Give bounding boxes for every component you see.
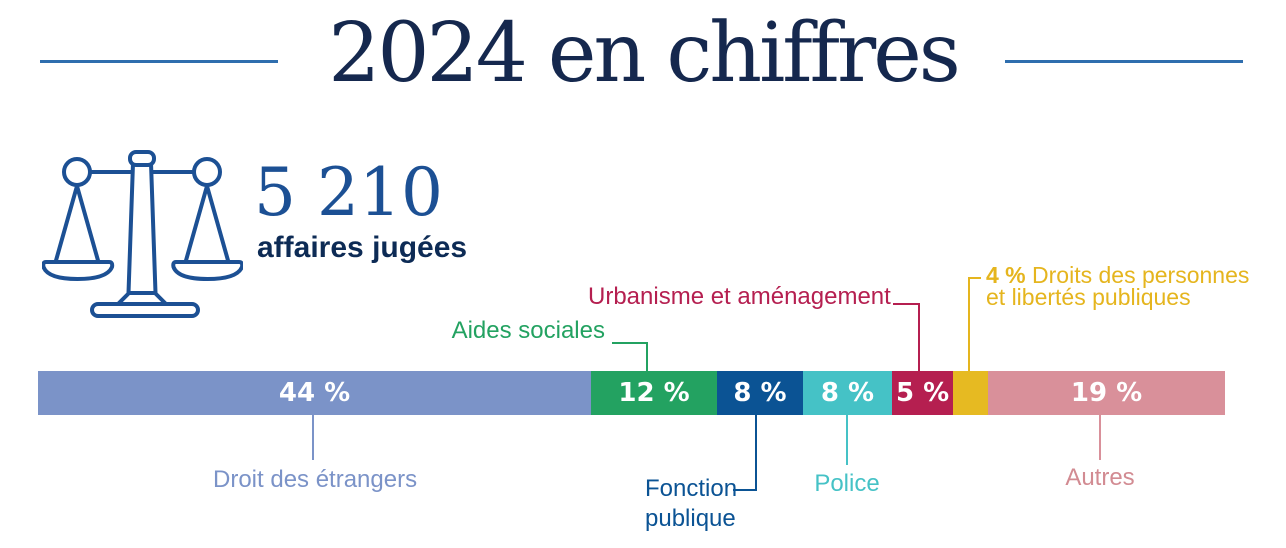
leader-line-fonction-publique xyxy=(755,415,757,491)
leader-line-droits-personnes xyxy=(968,277,970,371)
bar-segment-droit-des-etrangers: 44 % xyxy=(38,371,592,415)
stacked-bar: 44 % 12 % 8 % 8 % 5 % 19 % xyxy=(38,371,1225,415)
bar-segment-aides-sociales: 12 % xyxy=(591,371,717,415)
leader-line-droit-des-etrangers xyxy=(312,415,314,460)
label-droits-personnes-line2: et libertés publiques xyxy=(986,284,1191,310)
bar-segment-fonction-publique: 8 % xyxy=(716,371,803,415)
label-aides-sociales: Aides sociales xyxy=(451,317,605,344)
decorative-rule-right xyxy=(1005,60,1243,63)
bar-segment-droits-personnes xyxy=(953,371,989,415)
bar-segment-value: 8 % xyxy=(820,378,875,408)
label-droits-personnes-value: 4 % xyxy=(986,262,1026,288)
decorative-rule-left xyxy=(40,60,278,63)
stat-label: affaires jugées xyxy=(257,231,468,264)
label-fonction-publique-line1: Fonction xyxy=(645,475,738,502)
label-urbanisme: Urbanisme et aménagement xyxy=(588,283,891,310)
bar-segment-urbanisme: 5 % xyxy=(892,371,954,415)
bar-segment-value: 19 % xyxy=(1070,378,1143,408)
label-droits-personnes: 4 % Droits des personnes et libertés pub… xyxy=(986,262,1250,310)
bar-segment-value: 5 % xyxy=(895,378,950,408)
label-droits-personnes-line1: Droits des personnes xyxy=(1032,262,1250,288)
label-autres: Autres xyxy=(1065,464,1135,491)
label-police: Police xyxy=(814,470,880,497)
label-fonction-publique: Fonction publique xyxy=(645,474,737,534)
leader-line-aides-sociales xyxy=(612,342,648,344)
bar-segment-value: 12 % xyxy=(618,378,690,408)
bar-segment-police: 8 % xyxy=(803,371,893,415)
stat-value: 5 210 xyxy=(254,154,443,231)
bar-segment-autres: 19 % xyxy=(988,371,1225,415)
leader-line-fonction-publique xyxy=(733,489,757,491)
bar-segment-value: 8 % xyxy=(733,378,787,408)
leader-line-aides-sociales xyxy=(646,342,648,371)
leader-line-police xyxy=(846,415,848,465)
bar-segment-value: 44 % xyxy=(278,378,351,408)
leader-line-autres xyxy=(1099,415,1101,460)
page-title: 2024 en chiffres xyxy=(328,6,961,101)
leader-line-droits-personnes xyxy=(968,277,981,279)
leader-line-urbanisme xyxy=(918,303,920,371)
label-fonction-publique-line2: publique xyxy=(645,505,736,532)
label-droit-des-etrangers: Droit des étrangers xyxy=(213,466,418,493)
leader-line-urbanisme xyxy=(893,303,920,305)
justice-scales-icon xyxy=(42,150,243,318)
